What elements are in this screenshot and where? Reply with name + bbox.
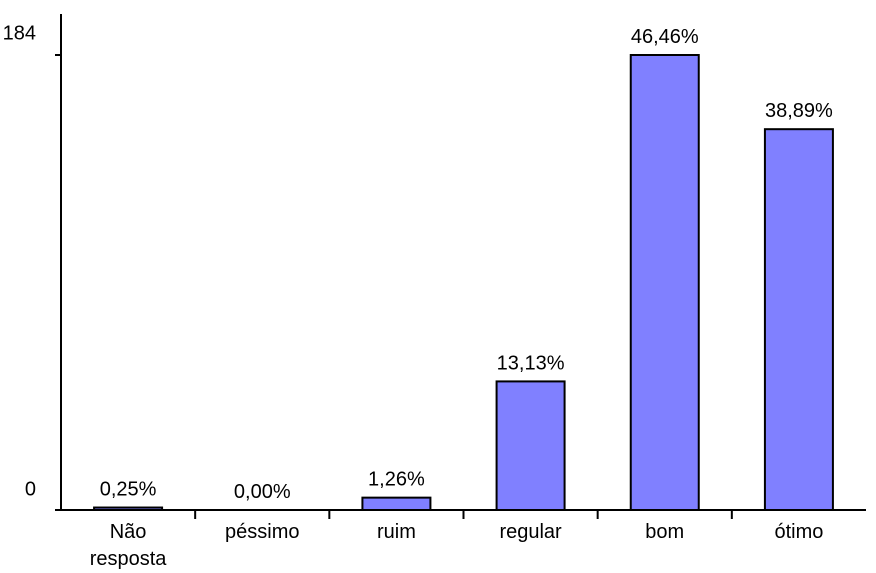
category-label: regular <box>499 521 562 543</box>
data-label: 0,25% <box>100 479 157 501</box>
bar <box>495 380 566 512</box>
category-label: ótimo <box>774 521 823 543</box>
y-tick-label: 0 <box>25 478 36 500</box>
bar <box>629 54 700 511</box>
data-label: 1,26% <box>368 469 425 491</box>
category-label: ruim <box>377 521 416 543</box>
category-label: Não <box>110 521 147 543</box>
bar <box>763 128 834 511</box>
category-label: bom <box>645 521 684 543</box>
data-labels: 0,25% 0,00% 1,26% 13,13% 46,46% 38,89% <box>100 26 833 503</box>
chart-axes <box>60 14 866 511</box>
y-ticks: 0 184 <box>3 22 61 511</box>
category-label: péssimo <box>225 521 299 543</box>
category-labels: Não resposta péssimo ruim regular bom ótimo <box>90 521 824 570</box>
data-label: 13,13% <box>497 352 565 374</box>
data-label: 38,89% <box>765 100 833 122</box>
category-label: resposta <box>90 548 168 570</box>
x-ticks <box>194 510 733 519</box>
bar <box>93 506 164 511</box>
data-label: 0,00% <box>234 481 291 503</box>
bars <box>93 54 834 512</box>
data-label: 46,46% <box>631 26 699 48</box>
bar <box>361 496 432 511</box>
y-tick-label: 184 <box>3 22 36 44</box>
